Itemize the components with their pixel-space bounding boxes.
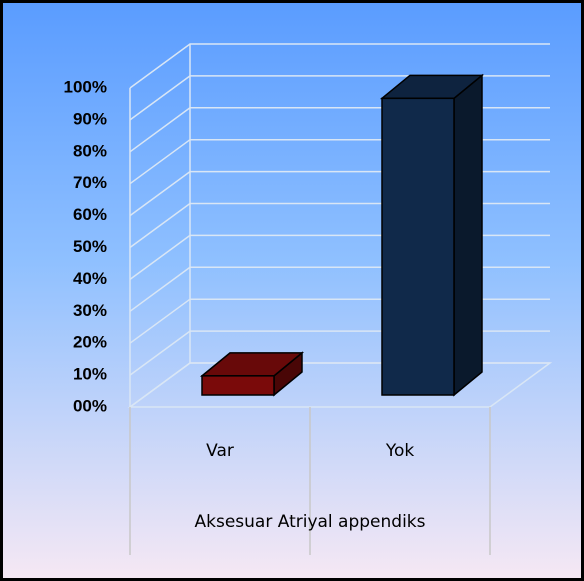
y-tick-label: 30% — [73, 301, 107, 320]
y-tick-label: 80% — [73, 141, 107, 160]
bar-front — [381, 97, 455, 396]
y-tick-label: 40% — [73, 269, 107, 288]
y-tick-label: 100% — [64, 77, 107, 96]
bar — [379, 73, 485, 397]
y-tick-label: 70% — [73, 173, 107, 192]
y-tick-label: 00% — [73, 396, 107, 415]
y-tick-label: 50% — [73, 237, 107, 256]
y-tick-label: 20% — [73, 333, 107, 352]
x-axis-title: Aksesuar Atriyal appendiks — [195, 512, 426, 532]
y-tick-label: 90% — [73, 109, 107, 128]
grid-line — [129, 43, 550, 89]
plot-area: 00% 10% 20% 30% 40% 50% 60% 70% 80% 90% 100% Var Yok — [64, 43, 553, 555]
x-tick-label: Yok — [385, 441, 415, 461]
y-tick-label: 60% — [73, 205, 107, 224]
bar-side — [453, 73, 483, 397]
bar — [199, 351, 305, 397]
y-tick-label: 10% — [73, 365, 107, 384]
x-tick-label: Var — [206, 441, 234, 461]
bar-front — [201, 375, 275, 396]
